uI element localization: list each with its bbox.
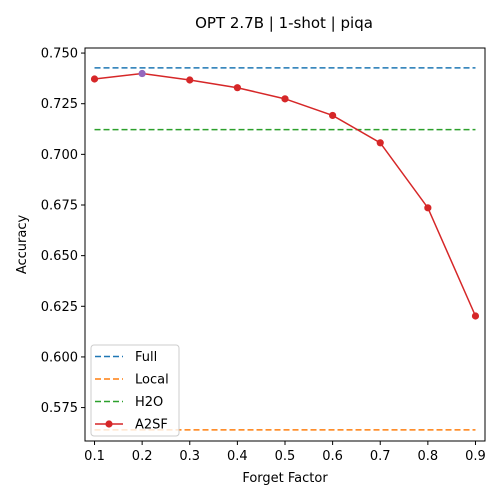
y-tick-label: 0.750 (41, 47, 78, 62)
x-tick-label: 0.3 (179, 449, 200, 464)
x-tick-label: 0.9 (465, 449, 486, 464)
x-axis: 0.1 0.2 0.3 0.4 0.5 0.6 0.7 0.8 0.9 (84, 441, 486, 464)
y-tick-label: 0.625 (41, 300, 78, 315)
x-axis-label: Forget Factor (242, 471, 328, 486)
legend-box (90, 344, 180, 437)
legend-label-full: Full (135, 350, 157, 365)
y-tick-label: 0.725 (41, 97, 78, 112)
data-point-a2sf (281, 95, 289, 103)
data-point-a2sf (376, 139, 384, 147)
y-axis: 0.575 0.600 0.625 0.650 0.675 0.700 0.725 0.750 (41, 47, 85, 416)
legend-label-h2o: H2O (135, 395, 163, 410)
y-tick-label: 0.600 (41, 350, 78, 365)
x-tick-label: 0.7 (370, 449, 391, 464)
x-tick-label: 0.1 (84, 449, 105, 464)
legend-label-a2sf: A2SF (135, 418, 168, 433)
x-tick-label: 0.4 (227, 449, 248, 464)
y-axis-label: Accuracy (15, 215, 30, 275)
x-tick-label: 0.6 (322, 449, 343, 464)
data-point-a2sf (90, 75, 99, 83)
y-tick-label: 0.675 (41, 198, 78, 213)
y-tick-label: 0.575 (41, 401, 78, 416)
x-tick-label: 0.8 (418, 449, 439, 464)
legend: Full Local H2O A2SF (90, 344, 180, 437)
data-point-a2sf (471, 312, 480, 320)
x-tick-label: 0.2 (132, 449, 153, 464)
chart-title: OPT 2.7B | 1-shot | piqa (195, 14, 373, 32)
plot-area (90, 67, 480, 431)
data-point-a2sf (329, 111, 337, 120)
data-point-a2sf (233, 84, 241, 92)
legend-marker-a2sf (105, 420, 113, 428)
y-tick-label: 0.700 (41, 148, 78, 163)
x-tick-label: 0.5 (275, 449, 296, 464)
data-point-a2sf (186, 76, 194, 84)
data-point-a2sf (138, 69, 146, 78)
legend-label-local: Local (135, 373, 169, 388)
data-point-a2sf (424, 204, 432, 212)
y-tick-label: 0.650 (41, 249, 78, 264)
